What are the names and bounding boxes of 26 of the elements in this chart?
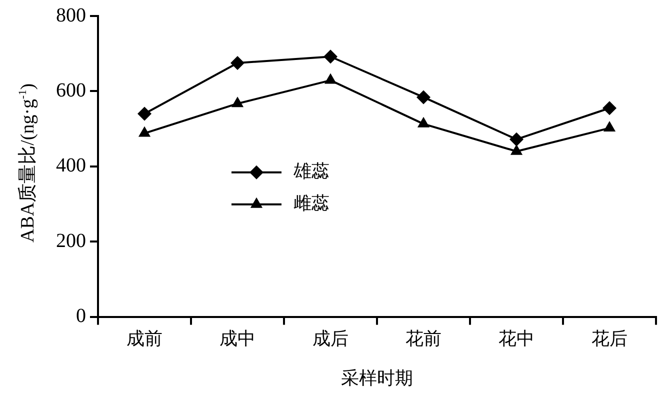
point — [417, 116, 430, 128]
y-tick-label: 0 — [76, 305, 86, 328]
x-tick-label: 成后 — [312, 328, 348, 350]
point — [602, 101, 616, 116]
x-tick-label: 花前 — [406, 328, 442, 350]
point — [231, 96, 244, 108]
y-tick-label: 800 — [56, 4, 86, 26]
point — [510, 144, 523, 155]
point — [138, 126, 151, 137]
point — [230, 56, 244, 70]
point — [416, 90, 430, 104]
point — [324, 50, 338, 64]
point — [603, 121, 616, 132]
legend-label: 雄蕊 — [292, 161, 330, 182]
x-tick-label: 成中 — [220, 328, 256, 350]
y-tick-label: 600 — [56, 79, 86, 102]
y-tick-label: 200 — [56, 230, 86, 252]
point — [510, 132, 524, 146]
point — [138, 106, 152, 121]
x-axis-title: 采样时期 — [341, 368, 413, 389]
y-tick-label: 400 — [56, 154, 86, 177]
x-tick-label: 成前 — [126, 328, 162, 350]
x-tick-label: 花后 — [592, 328, 628, 350]
point — [324, 73, 337, 84]
legend-label: 雌蕊 — [293, 193, 330, 214]
x-tick-label: 花中 — [498, 328, 534, 350]
